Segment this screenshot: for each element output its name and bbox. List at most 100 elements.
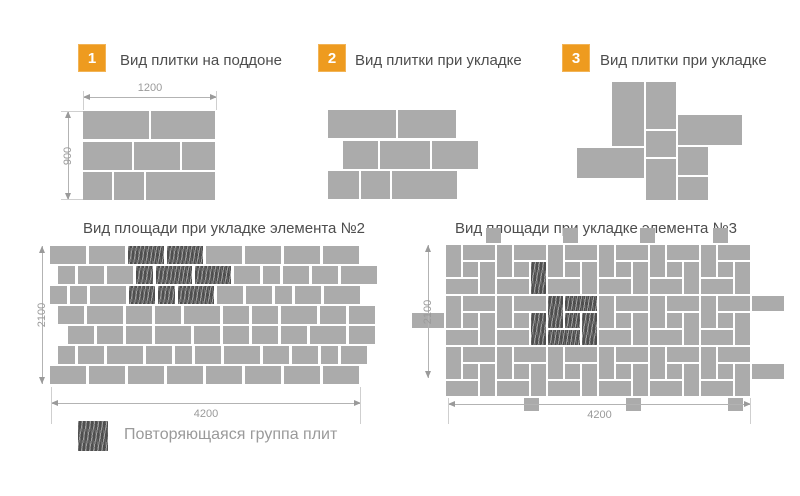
step-2-number: 2 [327,49,337,67]
tile [678,147,708,175]
tile [640,228,655,243]
tile [151,111,215,139]
tile [380,140,430,169]
tile [361,171,390,199]
tile [650,296,665,328]
tile [678,177,708,200]
tile [497,279,529,294]
tile [58,346,75,364]
tile [343,140,378,169]
tile [514,364,529,379]
tile [446,330,478,345]
extension-line [61,199,83,200]
tile [633,364,648,396]
tile [50,286,67,304]
tile [446,296,461,328]
tile [684,262,699,294]
tile [97,326,123,344]
tile [89,366,125,384]
extension-line [61,111,83,112]
tile [275,286,292,304]
tile [667,262,682,277]
dimension-label: 1200 [137,82,163,94]
tile [718,313,733,328]
tile [263,266,280,284]
hatched-tile [158,286,175,304]
tile [514,347,546,362]
tile [565,245,597,260]
tile [633,313,648,345]
repeating-group-swatch [78,421,108,451]
tile [684,364,699,396]
tile [548,245,563,277]
tile [312,266,338,284]
tile [90,286,126,304]
tile [497,330,529,345]
legend-label: Повторяющаяся группа плит [124,426,338,443]
tile [206,246,242,264]
hatched-tile [178,286,214,304]
tile [87,306,123,324]
dimension-line [448,401,751,407]
tile [650,381,682,396]
hatched-tile [565,296,597,311]
tile [599,245,614,277]
tile [349,306,375,324]
tile [281,306,317,324]
dimension-label: 2100 [36,302,48,328]
extension-line [216,91,217,110]
tile [565,347,597,362]
tile [599,381,631,396]
tile [328,110,396,138]
tile [281,326,307,344]
tile [349,326,375,344]
hatched-tile [548,330,580,345]
tile [292,346,318,364]
tile [234,266,260,284]
tile [616,245,648,260]
tile [650,330,682,345]
tile [323,366,359,384]
tile [701,279,733,294]
hatched-tile [565,313,580,328]
tile [58,266,75,284]
tile [167,366,203,384]
tile [295,286,321,304]
tile [83,172,112,200]
tile [126,326,152,344]
tile [497,245,512,277]
tile [701,245,716,277]
tile [284,246,320,264]
tile [283,266,309,284]
tile [146,172,215,200]
tile [463,296,495,311]
tile [480,262,495,294]
tile [616,347,648,362]
tile [582,262,597,294]
hatched-tile [582,313,597,345]
tile [565,364,580,379]
tile [446,381,478,396]
tile [616,364,631,379]
tile [650,245,665,277]
tile [252,306,278,324]
tile [175,346,192,364]
tile [341,266,377,284]
tile [463,313,478,328]
dimension-line [65,111,71,200]
tile [480,364,495,396]
tile [548,279,580,294]
tile [78,266,104,284]
step-3-title: Вид плитки при укладке [600,52,767,69]
tile [752,364,784,379]
tile [463,364,478,379]
step-2-badge: 2 [318,44,346,72]
tile [718,262,733,277]
tile [752,296,784,311]
tile [667,313,682,328]
tile [398,110,456,138]
tile [432,140,478,169]
tile [217,286,243,304]
field-2-dimension-2100: 2100 [36,246,48,384]
step-3-badge: 3 [562,44,590,72]
